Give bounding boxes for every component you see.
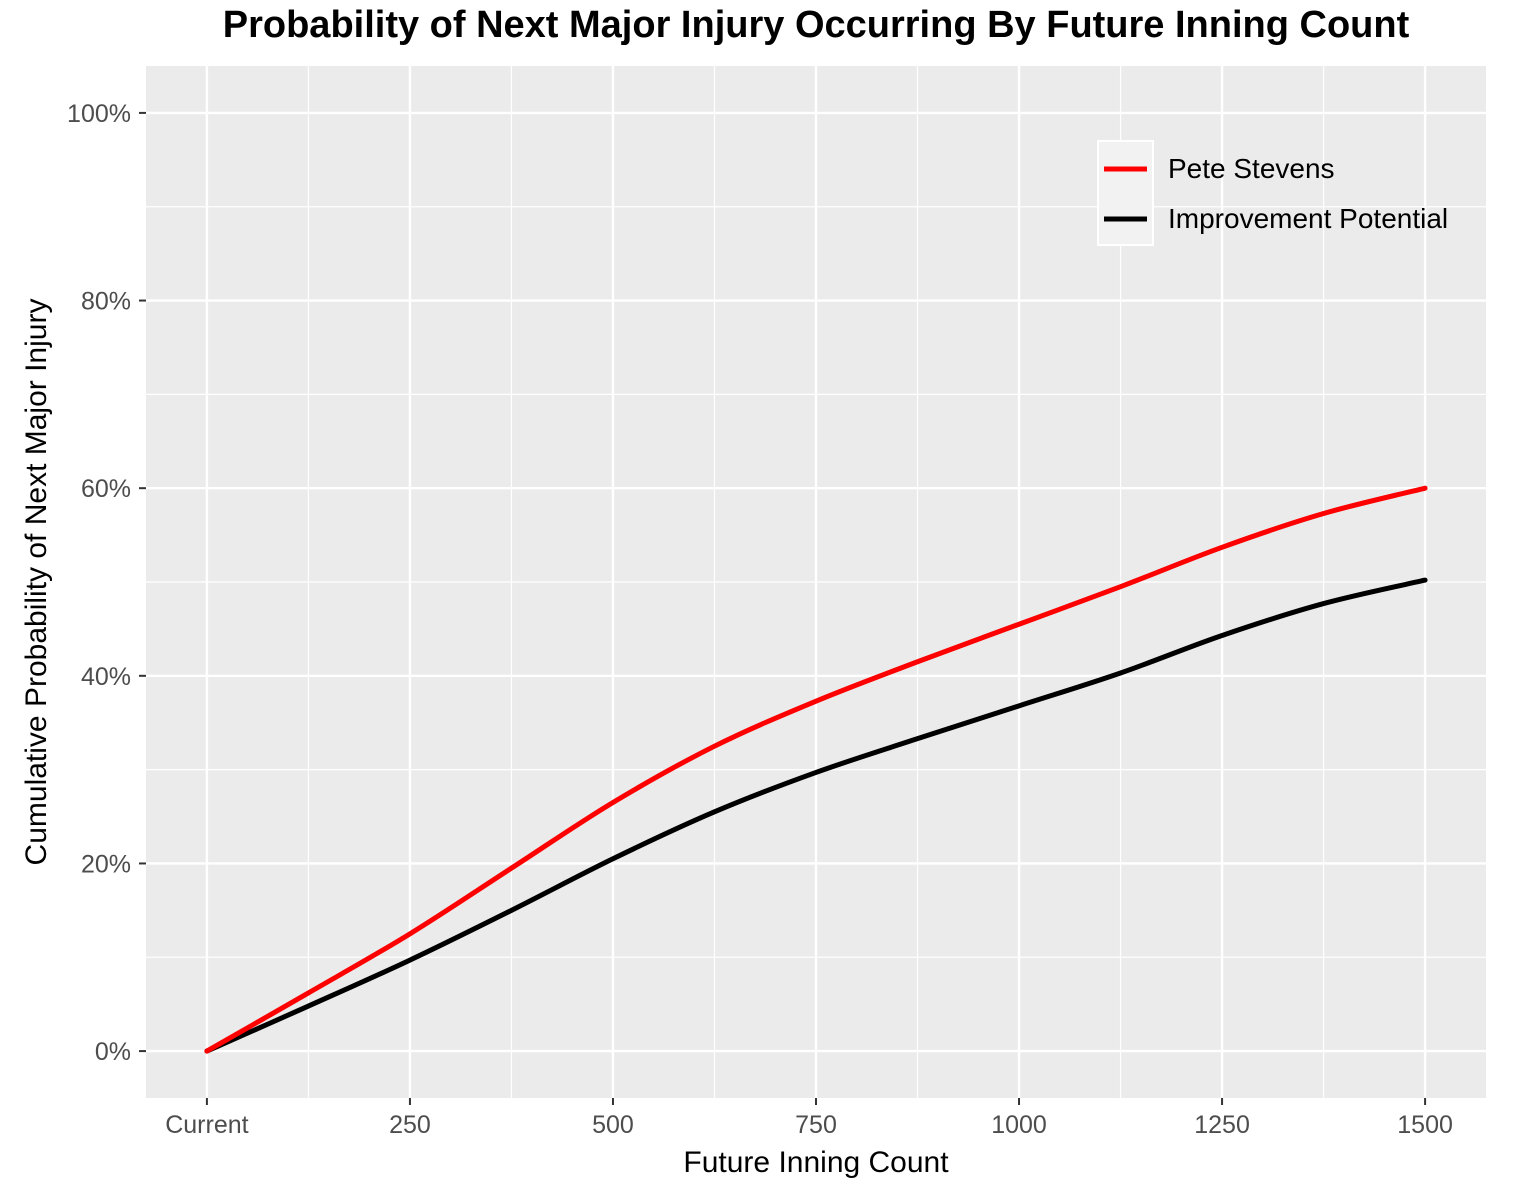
grid-major (146, 66, 1486, 1098)
x-tick-label: Current (165, 1111, 248, 1139)
legend-label-improvement-potential: Improvement Potential (1168, 203, 1448, 234)
legend-key-background (1097, 140, 1154, 246)
series-layer (204, 485, 1428, 1054)
y-tick-label: 100% (67, 100, 131, 128)
tick-labels: Current 250 500 750 1000 1250 1500 0% 20% 40% 60% 8… (67, 100, 1453, 1139)
y-tick-label: 20% (81, 850, 131, 878)
x-tick-label: 250 (389, 1111, 431, 1139)
x-tick-label: 1250 (1194, 1111, 1250, 1139)
series-line-improvement-potential (204, 577, 1428, 1054)
chart-title: Probability of Next Major Injury Occurri… (222, 4, 1410, 46)
x-axis-title: Future Inning Count (683, 1146, 949, 1179)
y-tick-label: 0% (95, 1038, 131, 1066)
axis-ticks (139, 111, 1427, 1105)
series-line-pete-stevens (204, 485, 1428, 1054)
x-tick-label: 1500 (1397, 1111, 1453, 1139)
y-tick-label: 60% (81, 475, 131, 503)
y-axis-title: Cumulative Probability of Next Major Inj… (20, 299, 53, 866)
y-tick-label: 40% (81, 663, 131, 691)
x-tick-label: 1000 (991, 1111, 1047, 1139)
legend: Pete Stevens Improvement Potential (1097, 140, 1448, 246)
x-tick-label: 750 (795, 1111, 837, 1139)
legend-label-pete-stevens: Pete Stevens (1168, 153, 1335, 184)
x-tick-label: 500 (592, 1111, 634, 1139)
y-tick-label: 80% (81, 288, 131, 316)
